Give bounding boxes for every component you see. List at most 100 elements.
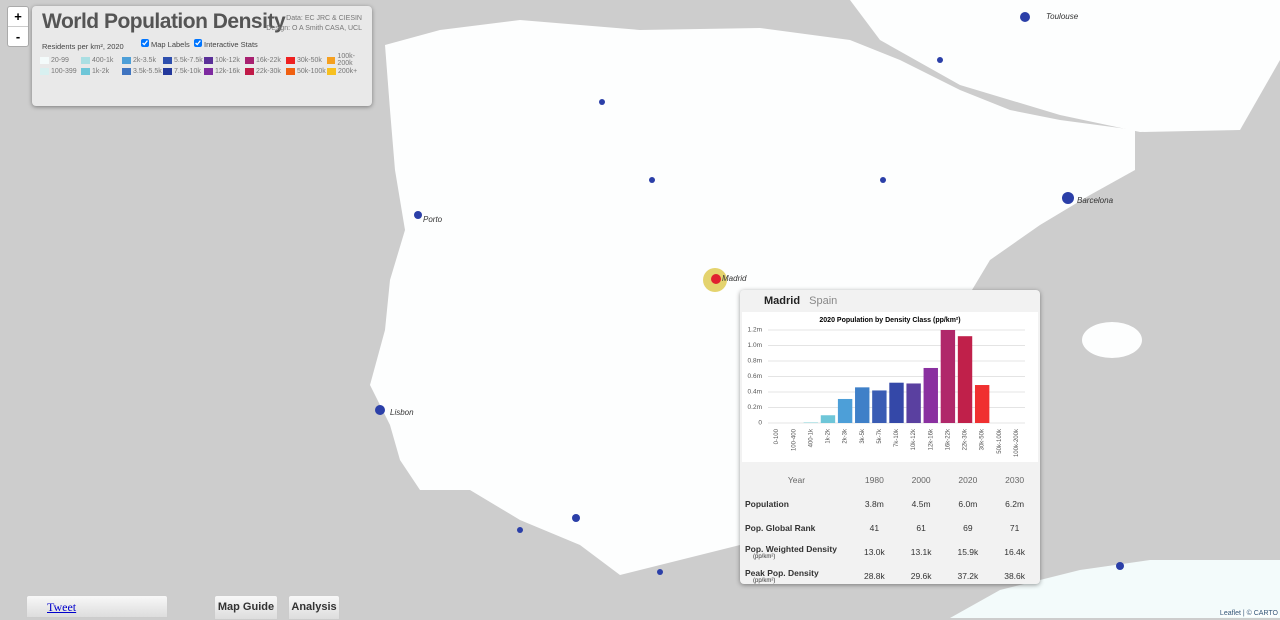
legend-label: 30k-50k [297, 56, 322, 64]
row-label-text: Population [745, 499, 789, 509]
y-tick-label: 1.0m [748, 342, 762, 349]
legend-swatch [327, 68, 336, 75]
x-tick-label: 7k-10k [894, 428, 900, 447]
legend-swatch [40, 56, 49, 64]
attribution: Leaflet | © CARTO [1219, 610, 1278, 617]
y-tick-label: 1.2m [748, 327, 762, 334]
checkbox-input[interactable] [194, 39, 202, 47]
legend-swatch [122, 68, 131, 75]
legend-item: 30k-50k [286, 53, 327, 67]
table-row: Population 3.8m 4.5m 6.0m 6.2m [742, 492, 1038, 516]
row-label-text: Peak Pop. Density [745, 568, 819, 578]
legend-label: 3.5k-5.5k [133, 68, 162, 75]
legend-label: 2k-3.5k [133, 56, 156, 64]
legend-label: 1k-2k [92, 68, 110, 75]
x-tick-label: 16k-22k [945, 428, 951, 450]
tab[interactable]: Spain [809, 295, 838, 307]
legend-item: 22k-30k [245, 68, 286, 75]
row-unit: (pp/km²) [753, 554, 776, 560]
legend: 20-99 400-1k 2k-3.5k 5.5k-7.5k 10k-12k 16k-22… [40, 53, 370, 75]
checkbox[interactable]: Map Labels [139, 39, 190, 49]
zoom-control: + - [7, 6, 29, 47]
cell: 4.5m [911, 499, 931, 509]
legend-swatch [40, 68, 49, 75]
legend-item: 100-399 [40, 68, 81, 75]
bar [803, 422, 819, 423]
x-tick-label: 1k-2k [826, 428, 832, 444]
legend-label: 200k+ [338, 68, 358, 75]
legend-label: 100-399 [51, 68, 77, 75]
cell: 29.6k [910, 571, 932, 581]
table-header: Year 1980 2000 2020 2030 [742, 468, 1038, 492]
analysis-button[interactable]: Analysis [288, 595, 340, 620]
legend-label: 400-1k [92, 56, 114, 64]
bar [906, 383, 921, 423]
map-label: Porto [423, 215, 443, 224]
legend-swatch [204, 56, 213, 64]
chart: 2020 Population by Density Class (pp/km²… [742, 312, 1038, 462]
table-row: Pop. Weighted Density (pp/km²) 13.0k 13.1k 1… [742, 540, 1038, 564]
map-label: Madrid [722, 274, 747, 283]
bar [974, 385, 990, 423]
tab[interactable]: Madrid [764, 295, 801, 307]
cell: 38.6k [1004, 571, 1026, 581]
zoom-in[interactable]: + [8, 7, 28, 27]
legend-swatch [245, 68, 254, 75]
header-cell: 2000 [911, 475, 931, 485]
zoom-out[interactable]: - [15, 29, 21, 44]
row-label: Pop. Weighted Density (pp/km²) [742, 540, 851, 564]
legend-item: 1k-2k [81, 68, 122, 75]
legend-swatch [286, 68, 295, 75]
legend-label: 50k-100k [297, 68, 326, 75]
bar [923, 367, 938, 423]
row-label: Population [742, 492, 851, 516]
legend-item: 5.5k-7.5k [163, 53, 204, 67]
x-tick-label: 10k-12k [911, 428, 917, 450]
island [1082, 322, 1142, 358]
header-cell: 1980 [864, 475, 884, 485]
cell: 37.2k [957, 571, 979, 581]
legend-label: 22k-30k [256, 68, 281, 75]
map-label: Barcelona [1077, 196, 1114, 205]
tweet-button[interactable]: Tweet [26, 595, 168, 618]
cell: 6.2m [1005, 499, 1025, 509]
legend-item: 16k-22k [245, 53, 286, 67]
header-panel: World Population Density Data: EC JRC & … [32, 6, 372, 106]
x-tick-label: 50k-100k [997, 428, 1003, 454]
bar [957, 336, 973, 423]
y-tick-label: 0.2m [748, 404, 762, 411]
map-guide-button[interactable]: Map Guide [214, 595, 278, 620]
legend-label: 12k-16k [215, 68, 240, 75]
design-credit[interactable]: Design: O A Smith CASA, UCL [266, 25, 362, 32]
legend-title: Residents per km², 2020 [42, 42, 124, 51]
x-tick-label: 2k-3k [843, 428, 849, 444]
legend-label: 7.5k-10k [174, 68, 201, 75]
legend-label: 100k-200k [337, 53, 355, 67]
legend-swatch [245, 56, 254, 64]
legend-label: 20-99 [51, 56, 69, 64]
checkbox[interactable]: Interactive Stats [192, 39, 258, 49]
bar [872, 390, 887, 423]
chart-title: 2020 Population by Density Class (pp/km²… [819, 317, 960, 324]
legend-swatch [122, 56, 131, 64]
legend-swatch [163, 68, 172, 75]
bar [889, 382, 904, 423]
legend-swatch [204, 68, 213, 75]
checkbox-input[interactable] [141, 39, 149, 47]
header-cell: Year [787, 475, 806, 485]
table-row: Pop. Global Rank 41 61 69 71 [742, 516, 1038, 540]
bar [820, 415, 836, 423]
row-label: Pop. Global Rank [742, 516, 851, 540]
data-credit[interactable]: Data: EC JRC & CIESIN [286, 15, 362, 22]
legend-label: 16k-22k [256, 56, 281, 64]
row-label-text: Pop. Global Rank [745, 523, 816, 533]
x-tick-label: 22k-30k [963, 428, 969, 450]
land [950, 560, 1280, 618]
cell: 13.1k [910, 547, 932, 557]
legend-item: 400-1k [81, 53, 122, 67]
tweet-link[interactable]: Tweet [47, 600, 77, 614]
stats-table: Year 1980 2000 2020 2030 Population 3.8m 4.5m 6.… [742, 468, 1038, 588]
y-tick-label: 0.6m [748, 373, 762, 380]
legend-swatch [286, 56, 295, 64]
